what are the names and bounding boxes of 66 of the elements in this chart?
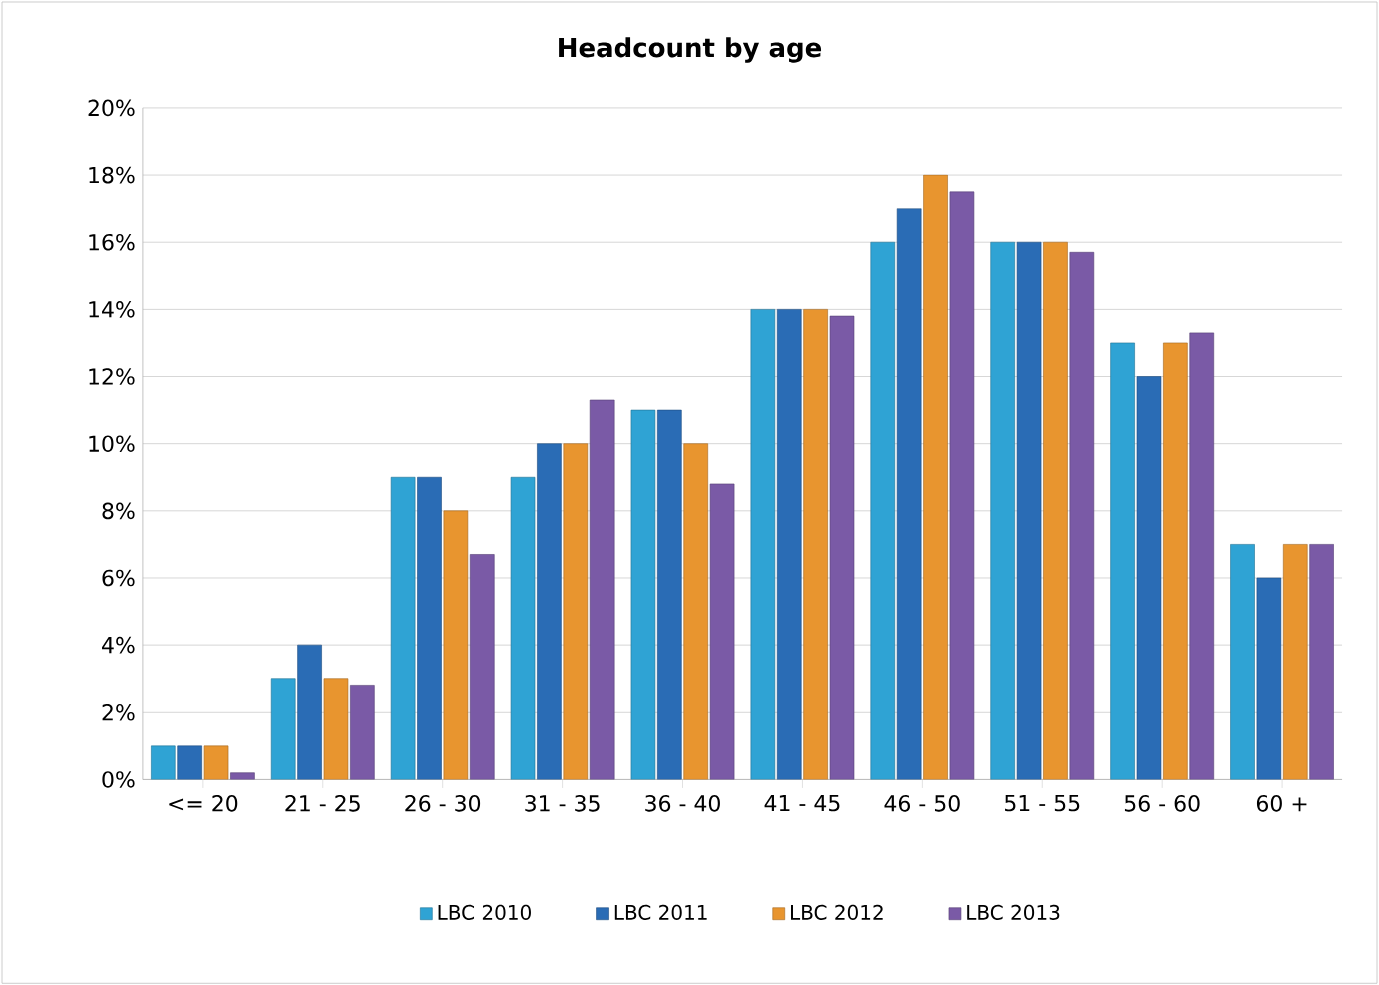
bar	[203, 745, 229, 780]
bar	[230, 772, 255, 780]
x-tick-label: 21 - 25	[285, 794, 360, 812]
bar	[151, 745, 176, 780]
bar	[297, 644, 322, 780]
bar	[1256, 577, 1282, 780]
bar	[1016, 241, 1042, 780]
y-tick-label: 8%	[102, 502, 135, 519]
bar	[750, 308, 776, 780]
y-tick-label: 20%	[88, 99, 135, 117]
bar	[1043, 241, 1068, 780]
bar	[1163, 342, 1188, 780]
bar	[537, 443, 562, 780]
bar	[949, 191, 975, 780]
bar	[870, 241, 896, 780]
bar	[469, 554, 495, 780]
bar	[776, 308, 802, 780]
y-tick-label: 12%	[89, 368, 135, 385]
bar	[1136, 376, 1162, 780]
x-tick-label: 26 - 30	[405, 794, 481, 812]
x-tick-label: 31 - 35	[525, 794, 600, 812]
bar	[990, 241, 1015, 780]
bar	[1282, 543, 1308, 780]
bar	[709, 483, 735, 780]
bar	[1069, 251, 1095, 780]
x-tick-label: 46 - 50	[884, 794, 960, 812]
y-tick-label: 6%	[102, 569, 135, 587]
bar	[350, 684, 375, 780]
bar	[829, 315, 855, 780]
bar	[923, 174, 948, 780]
bar	[589, 399, 615, 780]
bar	[563, 443, 589, 780]
y-tick-label: 16%	[89, 233, 135, 251]
y-tick-label: 14%	[89, 300, 135, 318]
bar	[510, 476, 536, 780]
y-tick-label: 4%	[102, 636, 135, 654]
bar	[443, 510, 469, 780]
legend-label: LBC 2011	[614, 904, 707, 920]
bar	[390, 476, 416, 780]
x-tick-label: 51 - 55	[1005, 794, 1080, 812]
legend-label: LBC 2013	[967, 904, 1060, 920]
x-tick-label: 41 - 45	[764, 794, 840, 812]
x-tick-label: 56 - 60	[1124, 794, 1200, 812]
bar	[417, 476, 442, 780]
x-tick-label: 36 - 40	[645, 794, 720, 812]
y-tick-label: 2%	[102, 703, 135, 721]
bar	[270, 678, 296, 780]
legend-label: LBC 2012	[791, 904, 883, 920]
bar	[1309, 543, 1334, 780]
bar	[896, 208, 922, 780]
chart-title: Headcount by age	[559, 37, 822, 63]
x-tick-label: <= 20	[169, 794, 238, 812]
legend-label: LBC 2010	[438, 904, 531, 920]
y-tick-label: 10%	[89, 435, 135, 452]
bar	[1189, 332, 1215, 780]
bar	[1110, 342, 1135, 780]
bar	[630, 409, 656, 780]
y-tick-label: 0%	[102, 770, 135, 788]
bar	[1230, 543, 1255, 780]
bar	[323, 678, 349, 780]
bar	[177, 745, 202, 780]
y-tick-label: 18%	[89, 166, 135, 184]
bar	[683, 443, 709, 780]
bar	[803, 308, 828, 780]
x-tick-label: 60 +	[1256, 794, 1307, 812]
bar	[657, 409, 682, 780]
